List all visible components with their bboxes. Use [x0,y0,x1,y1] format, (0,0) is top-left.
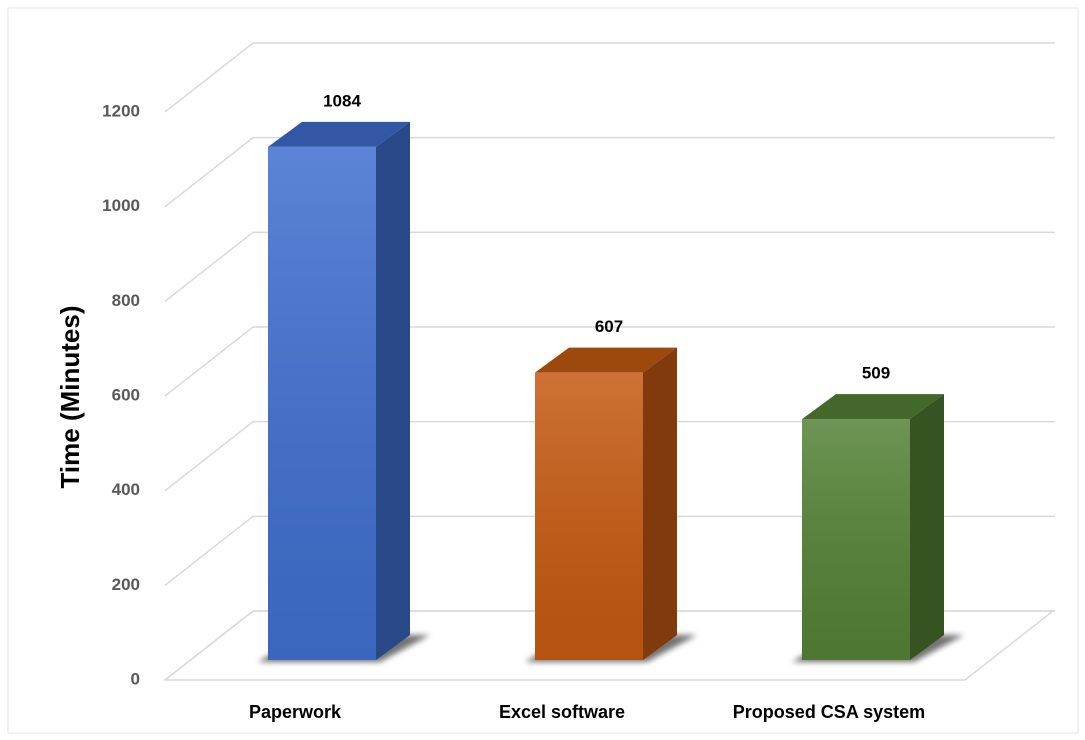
bar-side [910,394,944,660]
bar-side-shade [376,121,410,660]
y-tick-label: 1000 [102,196,140,215]
grid-line [164,326,1055,397]
y-axis-title: Time (Minutes) [55,306,85,489]
bar-shade [268,146,376,660]
bars: 1084 Paperwork 607 Excel software 509 Propose… [249,91,964,722]
bar-top [802,394,944,420]
bar-shade [535,372,643,660]
grid-line [164,42,1055,113]
grid-line [164,515,1055,586]
grid: 0 200 400 600 800 1000 1200 [102,42,1056,688]
bar-top [535,347,677,373]
bar-top [268,121,410,147]
bar-side-shade [643,347,677,660]
frame [7,7,1079,734]
y-tick-label: 0 [131,669,140,688]
data-label: 509 [862,364,890,383]
grid-line [164,231,1055,302]
data-label: 607 [595,317,623,336]
x-tick-label: Paperwork [249,702,342,722]
bar-side [376,121,410,660]
grid-line [164,136,1055,208]
grid-line [164,420,1055,492]
bar-top-shade [802,394,944,420]
y-tick-label: 400 [112,480,140,499]
bar-top-shade [535,347,677,373]
y-tick-label: 1200 [102,101,140,120]
y-tick-label: 200 [112,575,140,594]
bar-side [643,347,677,660]
bar-shade [802,419,910,660]
data-label: 1084 [323,91,361,110]
floor [162,610,1056,681]
y-tick-label: 800 [112,291,140,310]
y-tick-label: 600 [112,385,140,404]
bar-top-shade [268,121,410,147]
x-tick-label: Excel software [499,702,625,722]
x-tick-label: Proposed CSA system [733,702,925,722]
bar-side-shade [910,394,944,660]
